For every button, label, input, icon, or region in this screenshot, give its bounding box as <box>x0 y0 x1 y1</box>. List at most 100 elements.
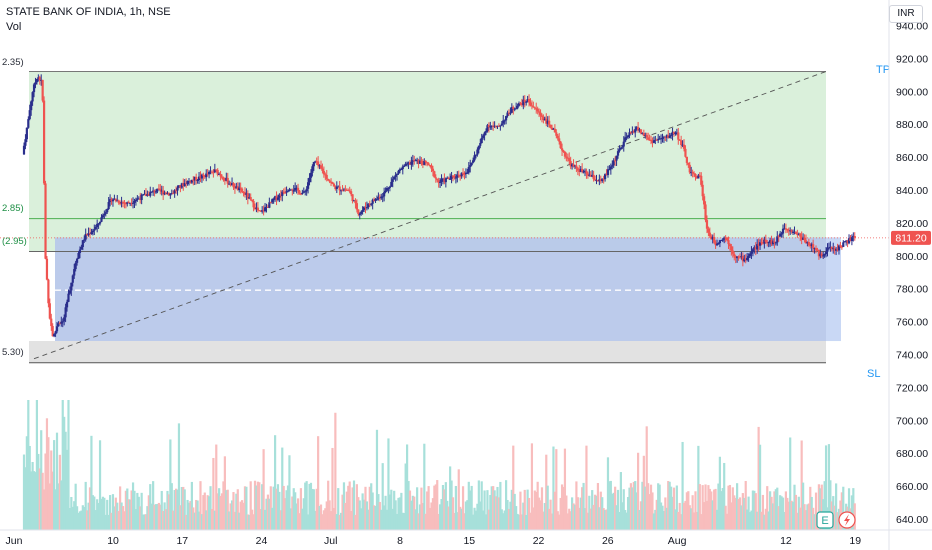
volume-bar <box>317 436 320 530</box>
target-zone[interactable] <box>29 71 826 252</box>
volume-bar <box>242 502 245 530</box>
volume-bar <box>108 495 112 530</box>
volume-bar <box>723 462 726 530</box>
candle-body <box>368 203 371 205</box>
candle-body <box>362 206 366 210</box>
volume-bar <box>319 504 323 530</box>
volume-bar <box>93 496 96 530</box>
candle-body <box>839 245 842 247</box>
volume-bar <box>156 503 159 530</box>
candle-body <box>743 258 746 262</box>
candle-body <box>503 120 506 122</box>
candle-body <box>342 189 346 191</box>
volume-bar <box>728 484 732 530</box>
currency-badge[interactable]: INR <box>889 5 923 23</box>
volume-bar <box>523 489 526 530</box>
candle-body <box>596 180 600 182</box>
price-tick-label: 860.00 <box>896 152 928 164</box>
volume-bar <box>73 501 76 530</box>
volume-bar <box>533 490 536 530</box>
volume-bar <box>190 481 193 530</box>
candle-body <box>311 166 314 173</box>
volume-bar <box>517 514 521 530</box>
candle-body <box>37 77 40 80</box>
candle-body <box>700 175 703 185</box>
volume-bar <box>328 500 331 530</box>
candle-body <box>361 209 364 212</box>
candle-body <box>486 125 489 132</box>
volume-bar <box>639 501 643 530</box>
volume-bar <box>421 502 424 530</box>
volume-bar <box>360 508 363 530</box>
candle-body <box>446 177 449 179</box>
candle-body <box>625 137 628 139</box>
lightning-icon[interactable] <box>838 511 856 529</box>
candle-body <box>725 237 729 241</box>
volume-bar <box>291 496 294 530</box>
candle-body <box>796 233 799 235</box>
volume-bar <box>97 502 100 530</box>
candle-body <box>769 240 772 243</box>
candle-body <box>249 197 252 200</box>
candle-body <box>829 246 832 248</box>
calendar-e-icon[interactable]: E <box>816 511 834 529</box>
candle-body <box>588 174 591 176</box>
volume-bar <box>659 502 663 530</box>
volume-bar <box>172 510 175 530</box>
candle-body <box>711 237 714 240</box>
price-axis[interactable]: 940.00 920.00 900.00 880.00 860.00 840.00 820.… <box>896 21 928 527</box>
volume-bar <box>451 497 455 530</box>
candle-body <box>398 169 402 171</box>
volume-bar <box>730 502 733 530</box>
candle-body <box>397 170 400 174</box>
volume-bar <box>276 484 280 530</box>
stop-zone[interactable] <box>55 237 841 342</box>
volume-bar <box>119 486 122 530</box>
candle-body <box>494 125 498 127</box>
volume-bar <box>616 489 620 530</box>
candle-body <box>461 172 465 174</box>
volume-bar <box>516 513 519 530</box>
candle-body <box>222 177 225 181</box>
candle-body <box>265 206 268 208</box>
volume-bar <box>34 472 37 530</box>
candle-body <box>434 177 437 179</box>
volume-bar <box>680 514 683 530</box>
volume-bar <box>479 501 482 530</box>
volume-bar <box>449 466 452 530</box>
candle-body <box>126 202 129 204</box>
candle-body <box>78 249 82 254</box>
volume-bar <box>576 497 579 530</box>
volume-bar <box>327 480 330 530</box>
volume-bar <box>78 511 82 530</box>
volume-bar <box>800 440 803 530</box>
candle-body <box>223 180 226 182</box>
volume-bar <box>612 492 615 530</box>
candle-body <box>54 331 57 335</box>
candle-body <box>756 244 759 250</box>
volume-bar <box>835 483 838 530</box>
candle-body <box>282 191 285 193</box>
time-axis[interactable]: Jun 10 17 24 Jul 8 15 22 26 Aug 12 19 <box>6 535 862 547</box>
volume-bar <box>747 496 750 530</box>
volume-bar <box>657 483 660 530</box>
candle-body <box>473 155 476 161</box>
candle-body <box>296 187 300 191</box>
candle-body <box>540 115 544 117</box>
volume-bar <box>284 498 287 530</box>
candle-body <box>543 118 546 121</box>
candle-body <box>526 99 529 102</box>
volume-bar <box>397 497 400 530</box>
candle-body <box>817 250 820 257</box>
candle-body <box>645 135 648 138</box>
candle-body <box>847 238 851 244</box>
candle-body <box>215 169 218 171</box>
candle-body <box>302 191 305 193</box>
candle-body <box>31 92 34 102</box>
candle-body <box>185 182 188 184</box>
volume-bar <box>253 480 257 530</box>
price-tick-label: 940.00 <box>896 21 928 33</box>
candle-body <box>339 190 343 192</box>
svg-text:E: E <box>821 515 828 527</box>
